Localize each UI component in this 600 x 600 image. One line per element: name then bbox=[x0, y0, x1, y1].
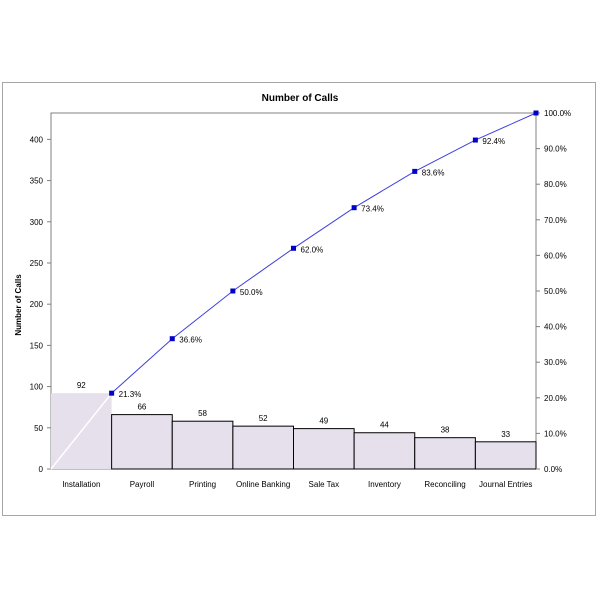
cumulative-label-6: 92.4% bbox=[482, 137, 505, 146]
bar-3 bbox=[232, 425, 294, 470]
y2-tick-label-8: 80.0% bbox=[544, 180, 567, 189]
pareto-chart: Number of Calls Number of Calls 92 Instal… bbox=[14, 93, 572, 489]
x-tick-label-2: Printing bbox=[189, 480, 216, 489]
y-tick-label-2: 100 bbox=[30, 383, 44, 392]
y-tick-label-4: 200 bbox=[30, 300, 44, 309]
y-tick-label-7: 350 bbox=[30, 177, 44, 186]
y2-tick-label-10: 100.0% bbox=[544, 109, 571, 118]
x-tick-label-5: Inventory bbox=[368, 480, 401, 489]
x-tick-label-6: Reconciling bbox=[424, 480, 465, 489]
y-tick-label-1: 50 bbox=[34, 424, 43, 433]
cumulative-marker-4 bbox=[351, 205, 357, 211]
cumulative-marker-0 bbox=[109, 390, 115, 396]
y-tick-label-3: 150 bbox=[30, 341, 44, 350]
y2-tick-label-5: 50.0% bbox=[544, 287, 567, 296]
bar-4 bbox=[293, 428, 355, 470]
y-axis-title: Number of Calls bbox=[14, 274, 23, 336]
plot-area: 92 Installation 66 Payroll 58 Printing 52 Onlin… bbox=[30, 109, 572, 489]
bar-value-label-5: 44 bbox=[380, 421, 389, 430]
bar-value-label-7: 33 bbox=[501, 430, 510, 439]
bar-7 bbox=[474, 441, 537, 470]
cumulative-label-4: 73.4% bbox=[361, 205, 384, 214]
cumulative-label-3: 62.0% bbox=[301, 245, 324, 254]
chart-title: Number of Calls bbox=[262, 93, 339, 104]
bar-6 bbox=[414, 437, 476, 470]
x-tick-label-0: Installation bbox=[62, 480, 100, 489]
y2-tick-label-9: 90.0% bbox=[544, 145, 567, 154]
y-tick-label-8: 400 bbox=[30, 135, 44, 144]
bar-value-label-2: 58 bbox=[198, 409, 207, 418]
cumulative-line bbox=[111, 112, 537, 394]
x-tick-label-4: Sale Tax bbox=[309, 480, 340, 489]
cumulative-marker-5 bbox=[412, 168, 418, 174]
cumulative-label-2: 50.0% bbox=[240, 288, 263, 297]
y-tick-label-0: 0 bbox=[39, 465, 44, 474]
cumulative-marker-7 bbox=[533, 110, 539, 116]
bar-value-label-4: 49 bbox=[319, 417, 328, 426]
bar-2 bbox=[171, 420, 234, 470]
cumulative-marker-1 bbox=[169, 336, 175, 342]
cumulative-label-1: 36.6% bbox=[179, 336, 202, 345]
cumulative-marker-6 bbox=[472, 137, 478, 143]
y2-tick-label-6: 60.0% bbox=[544, 251, 567, 260]
bar-1 bbox=[111, 414, 173, 470]
cumulative-marker-3 bbox=[291, 245, 296, 251]
bar-value-label-1: 66 bbox=[137, 403, 146, 412]
y2-tick-label-7: 70.0% bbox=[544, 216, 567, 225]
bar-value-label-6: 38 bbox=[441, 426, 450, 435]
bar-value-label-3: 52 bbox=[259, 414, 268, 423]
bar-5 bbox=[353, 432, 416, 470]
y2-tick-label-2: 20.0% bbox=[544, 394, 567, 403]
bar-value-label-0: 92 bbox=[77, 381, 86, 390]
y2-tick-label-1: 10.0% bbox=[544, 429, 567, 438]
y2-tick-label-4: 40.0% bbox=[544, 323, 567, 332]
x-tick-label-3: Online Banking bbox=[236, 480, 290, 489]
x-tick-label-7: Journal Entries bbox=[479, 480, 532, 489]
cumulative-marker-2 bbox=[230, 288, 236, 294]
chart-frame: Number of Calls Number of Calls 92 Instal… bbox=[2, 82, 596, 516]
y2-tick-label-0: 0.0% bbox=[544, 465, 562, 474]
y2-tick-label-3: 30.0% bbox=[544, 358, 567, 367]
cumulative-label-0: 21.3% bbox=[119, 390, 142, 399]
cumulative-line-start bbox=[50, 392, 113, 470]
y-tick-label-6: 300 bbox=[30, 218, 44, 227]
x-tick-label-1: Payroll bbox=[130, 480, 155, 489]
cumulative-label-5: 83.6% bbox=[422, 168, 445, 177]
y-tick-label-5: 250 bbox=[30, 259, 44, 268]
